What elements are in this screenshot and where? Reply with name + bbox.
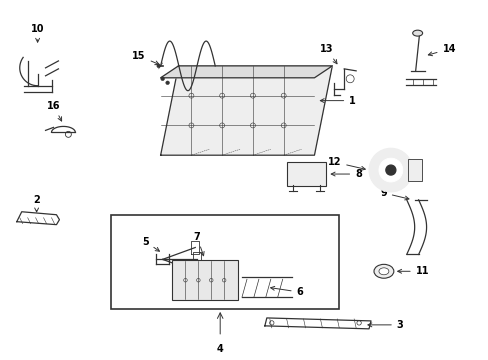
Circle shape	[378, 158, 402, 182]
Text: 2: 2	[33, 195, 40, 212]
Text: 8: 8	[330, 169, 361, 179]
Circle shape	[368, 148, 412, 192]
Circle shape	[165, 81, 169, 85]
Text: 14: 14	[427, 44, 455, 56]
FancyBboxPatch shape	[407, 159, 421, 181]
Text: 10: 10	[31, 24, 44, 42]
Ellipse shape	[412, 30, 422, 36]
Text: 11: 11	[397, 266, 428, 276]
FancyBboxPatch shape	[171, 260, 238, 300]
Circle shape	[161, 77, 164, 81]
Text: 13: 13	[319, 44, 336, 64]
Text: 1: 1	[320, 96, 355, 105]
Text: 3: 3	[367, 320, 403, 330]
Text: 5: 5	[142, 237, 159, 251]
FancyBboxPatch shape	[286, 162, 325, 186]
Text: 6: 6	[270, 287, 303, 297]
Ellipse shape	[373, 264, 393, 278]
Circle shape	[385, 165, 395, 175]
Text: 7: 7	[193, 231, 203, 256]
Circle shape	[157, 64, 160, 68]
Text: 4: 4	[216, 344, 223, 354]
Polygon shape	[161, 66, 332, 155]
Text: 9: 9	[379, 188, 408, 200]
Polygon shape	[161, 66, 332, 78]
Ellipse shape	[378, 268, 388, 275]
Bar	[111, 215, 339, 309]
Text: 16: 16	[47, 100, 61, 121]
Text: 15: 15	[132, 51, 159, 65]
Text: 12: 12	[327, 157, 365, 170]
